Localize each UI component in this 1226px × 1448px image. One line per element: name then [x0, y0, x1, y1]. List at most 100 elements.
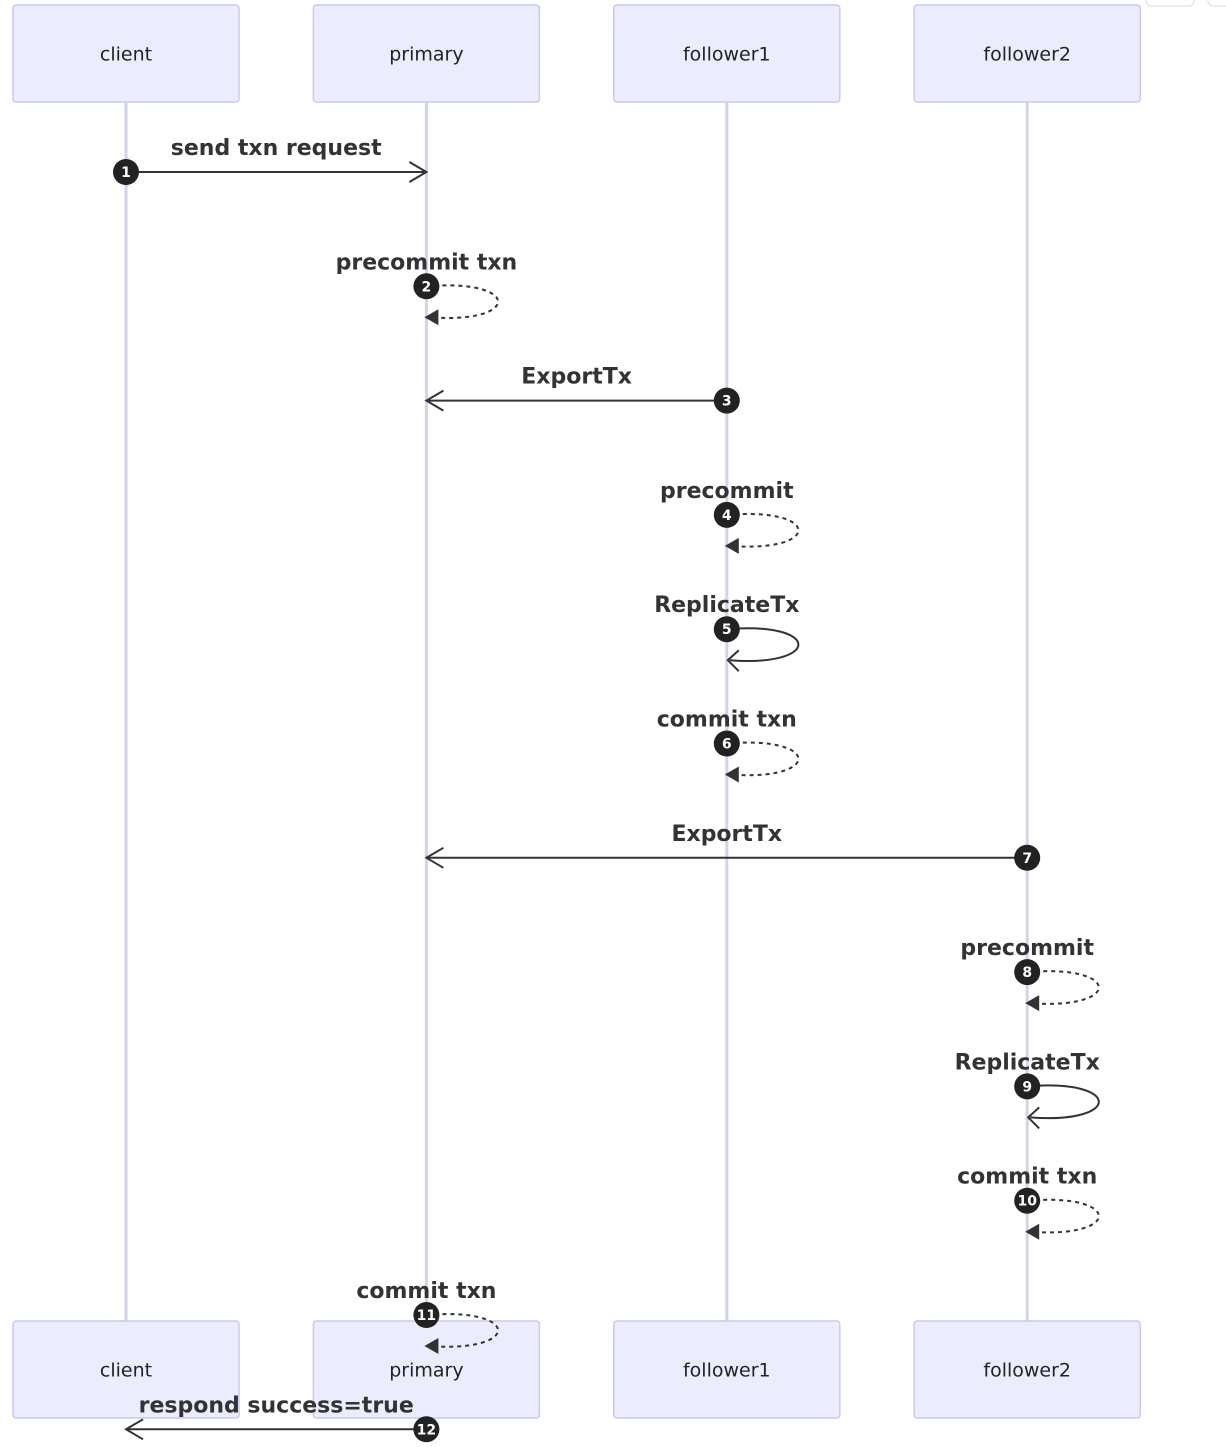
sequence-number: 12	[417, 1422, 436, 1438]
arrowhead	[424, 309, 439, 326]
sequence-number-circle	[713, 501, 740, 528]
arrowhead	[124, 1418, 144, 1441]
message-1: send txn request 1	[113, 136, 429, 185]
actor-client-top: client	[12, 4, 240, 103]
self-message-loop	[1027, 970, 1100, 1005]
actor-box	[12, 4, 240, 103]
actor-follower2-top: follower2	[913, 4, 1141, 103]
self-message-loop	[426, 284, 499, 320]
sequence-number: 9	[1022, 1079, 1032, 1095]
actor-primary-top: primary	[312, 4, 541, 103]
arrowhead	[1026, 1106, 1040, 1130]
message-label: precommit	[960, 936, 1094, 961]
message-6: commit txn 6	[657, 708, 800, 783]
actor-label: client	[100, 1360, 152, 1382]
actor-label: follower1	[683, 1360, 771, 1382]
arrowhead	[1025, 995, 1040, 1012]
actor-box	[12, 1320, 240, 1419]
sequence-number-badge: 11	[413, 1302, 440, 1328]
message-label: ReplicateTx	[955, 1050, 1100, 1075]
message-5: ReplicateTx 5	[654, 593, 800, 672]
actor-primary-bottom: primary	[312, 1320, 541, 1419]
sequence-number: 3	[722, 394, 732, 410]
message-label: commit txn	[957, 1165, 1097, 1190]
messages: send txn request 1 precommit txn 2 ExportTx 3…	[113, 136, 1100, 1443]
lifelines	[124, 102, 1029, 1321]
sequence-number-badge: 7	[1014, 844, 1041, 871]
message-label: ExportTx	[671, 822, 782, 847]
arrowhead	[424, 389, 444, 412]
message-label: commit txn	[657, 708, 797, 733]
sequence-number-badge: 9	[1014, 1073, 1041, 1100]
message-label: ExportTx	[521, 365, 632, 390]
arrowhead	[424, 846, 444, 869]
message-label: precommit	[660, 479, 794, 504]
message-label: precommit txn	[336, 250, 518, 275]
message-2: precommit txn 2	[336, 250, 518, 326]
message-8: precommit 8	[960, 936, 1100, 1012]
corner-button-fragment[interactable]	[1207, 0, 1226, 7]
sequence-number: 10	[1017, 1194, 1037, 1210]
sequence-number-circle	[413, 1416, 440, 1443]
sequence-number-circle	[1014, 1073, 1041, 1100]
message-label: commit txn	[356, 1279, 496, 1304]
sequence-number-badge: 2	[413, 273, 440, 300]
actors-top: client primary follower1 follower2	[12, 4, 1141, 103]
actors-bottom: client primary follower1 follower2	[12, 1320, 1141, 1419]
sequence-number-badge: 6	[713, 730, 740, 757]
self-message-loop	[426, 1313, 499, 1348]
arrowhead	[724, 766, 739, 783]
sequence-number: 7	[1022, 851, 1032, 867]
sequence-number: 2	[422, 279, 432, 295]
sequence-number-circle	[713, 387, 740, 414]
actor-follower1-bottom: follower1	[613, 1320, 841, 1419]
actor-label: follower1	[683, 44, 771, 66]
arrowhead	[1025, 1223, 1040, 1240]
actor-label: primary	[389, 1360, 463, 1382]
self-message-loop	[726, 741, 800, 777]
sequence-number-circle	[713, 616, 740, 643]
sequence-number: 4	[722, 508, 732, 524]
self-message-loop	[726, 513, 800, 548]
sequence-number-circle	[1014, 1187, 1041, 1214]
actor-follower1-top: follower1	[613, 4, 841, 103]
sequence-number-circle	[113, 159, 139, 185]
message-label: ReplicateTx	[654, 593, 799, 618]
self-message-loop	[1027, 1198, 1100, 1234]
sequence-number-circle	[1014, 844, 1041, 871]
message-4: precommit 4	[660, 479, 800, 554]
actor-box	[613, 4, 841, 103]
actor-label: follower2	[983, 1360, 1071, 1382]
corner-button-fragment[interactable]	[1145, 0, 1195, 7]
sequence-number: 1	[121, 165, 131, 181]
sequence-number-badge: 8	[1014, 959, 1041, 986]
sequence-number-badge: 10	[1014, 1187, 1041, 1214]
sequence-number-badge: 4	[713, 501, 740, 528]
sequence-number-badge: 12	[413, 1416, 440, 1443]
sequence-number: 11	[417, 1308, 436, 1324]
arrowhead	[724, 537, 739, 554]
sequence-number-badge: 3	[713, 387, 740, 414]
sequence-number-badge: 5	[713, 616, 740, 643]
sequence-number: 6	[722, 737, 732, 753]
sequence-number-circle	[1014, 959, 1041, 986]
message-11: commit txn 11	[356, 1279, 499, 1354]
message-label: respond success=true	[139, 1393, 414, 1418]
arrowhead	[408, 161, 429, 183]
self-message-loop	[726, 627, 800, 662]
sequence-number: 5	[722, 622, 732, 638]
arrowhead	[424, 1338, 439, 1354]
actor-label: follower2	[983, 44, 1071, 66]
sequence-number-circle	[413, 1302, 440, 1328]
actor-label: primary	[389, 44, 463, 66]
actor-follower2-bottom: follower2	[913, 1320, 1141, 1419]
message-9: ReplicateTx 9	[955, 1050, 1100, 1130]
message-7: ExportTx 7	[424, 822, 1041, 871]
actor-box	[913, 1320, 1141, 1419]
message-10: commit txn 10	[957, 1165, 1100, 1240]
actor-label: client	[100, 44, 152, 66]
actor-box	[613, 1320, 841, 1419]
sequence-number-circle	[413, 273, 440, 300]
